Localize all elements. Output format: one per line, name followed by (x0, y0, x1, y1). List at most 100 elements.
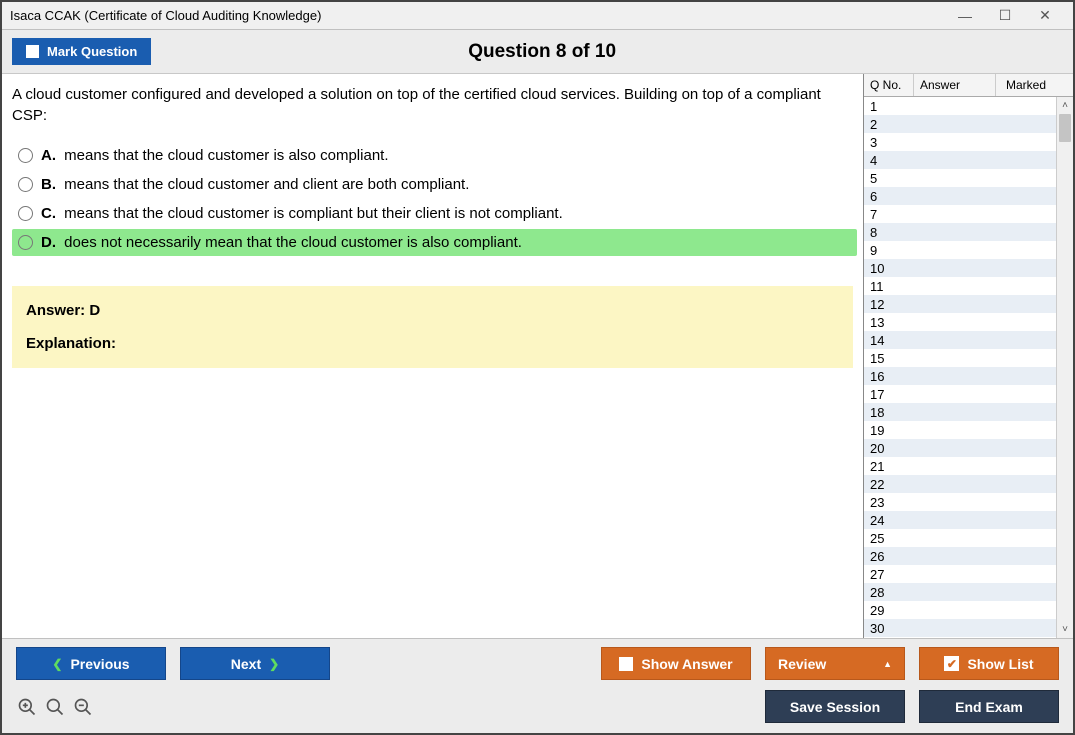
button-row-1: ❮ Previous Next ❯ Show Answer Review ▲ ✔… (16, 647, 1059, 680)
question-list[interactable]: 1234567891011121314151617181920212223242… (864, 97, 1056, 638)
list-item[interactable]: 19 (864, 421, 1056, 439)
list-item[interactable]: 4 (864, 151, 1056, 169)
list-item[interactable]: 21 (864, 457, 1056, 475)
triangle-up-icon: ▲ (883, 659, 892, 669)
mark-question-label: Mark Question (47, 44, 137, 59)
end-exam-label: End Exam (955, 699, 1023, 715)
list-item[interactable]: 24 (864, 511, 1056, 529)
list-item[interactable]: 7 (864, 205, 1056, 223)
row-number: 29 (864, 603, 914, 618)
zoom-in-icon[interactable] (16, 696, 38, 718)
row-number: 9 (864, 243, 914, 258)
row-number: 14 (864, 333, 914, 348)
footer: ❮ Previous Next ❯ Show Answer Review ▲ ✔… (2, 638, 1073, 733)
previous-label: Previous (70, 656, 129, 672)
list-item[interactable]: 25 (864, 529, 1056, 547)
list-item[interactable]: 28 (864, 583, 1056, 601)
list-item[interactable]: 15 (864, 349, 1056, 367)
list-item[interactable]: 12 (864, 295, 1056, 313)
row-number: 30 (864, 621, 914, 636)
col-marked: Marked (996, 74, 1056, 96)
header-bar: Mark Question Question 8 of 10 (2, 30, 1073, 74)
radio-icon (18, 206, 33, 221)
list-item[interactable]: 6 (864, 187, 1056, 205)
list-item[interactable]: 5 (864, 169, 1056, 187)
list-item[interactable]: 11 (864, 277, 1056, 295)
zoom-out-icon[interactable] (72, 696, 94, 718)
list-item[interactable]: 3 (864, 133, 1056, 151)
list-item[interactable]: 20 (864, 439, 1056, 457)
question-text: A cloud customer configured and develope… (12, 84, 857, 126)
choice-a[interactable]: A. means that the cloud customer is also… (12, 142, 857, 169)
window-title: Isaca CCAK (Certificate of Cloud Auditin… (10, 8, 945, 23)
row-number: 1 (864, 99, 914, 114)
row-number: 11 (864, 279, 914, 294)
row-number: 12 (864, 297, 914, 312)
button-row-2: Save Session End Exam (16, 690, 1059, 723)
body: A cloud customer configured and develope… (2, 74, 1073, 638)
row-number: 20 (864, 441, 914, 456)
radio-icon (18, 235, 33, 250)
choice-text: A. means that the cloud customer is also… (41, 147, 389, 164)
list-item[interactable]: 18 (864, 403, 1056, 421)
zoom-reset-icon[interactable] (44, 696, 66, 718)
scroll-thumb[interactable] (1059, 114, 1071, 142)
row-number: 23 (864, 495, 914, 510)
maximize-icon[interactable]: ☐ (985, 7, 1025, 24)
list-item[interactable]: 16 (864, 367, 1056, 385)
minimize-icon[interactable]: — (945, 8, 985, 24)
review-button[interactable]: Review ▲ (765, 647, 905, 680)
explanation-label: Explanation: (26, 335, 839, 352)
show-answer-button[interactable]: Show Answer (601, 647, 751, 680)
mark-question-button[interactable]: Mark Question (12, 38, 151, 65)
choice-c[interactable]: C. means that the cloud customer is comp… (12, 200, 857, 227)
row-number: 24 (864, 513, 914, 528)
zoom-controls (16, 696, 94, 718)
row-number: 3 (864, 135, 914, 150)
list-item[interactable]: 8 (864, 223, 1056, 241)
radio-icon (18, 177, 33, 192)
next-label: Next (231, 656, 261, 672)
close-icon[interactable]: ✕ (1025, 7, 1065, 24)
list-item[interactable]: 27 (864, 565, 1056, 583)
list-item[interactable]: 23 (864, 493, 1056, 511)
list-item[interactable]: 13 (864, 313, 1056, 331)
question-list-panel: Q No. Answer Marked 12345678910111213141… (863, 74, 1073, 638)
list-item[interactable]: 30 (864, 619, 1056, 637)
choice-text: C. means that the cloud customer is comp… (41, 205, 563, 222)
question-pane: A cloud customer configured and develope… (2, 74, 863, 638)
show-answer-label: Show Answer (641, 656, 732, 672)
col-answer: Answer (914, 74, 996, 96)
row-number: 27 (864, 567, 914, 582)
row-number: 6 (864, 189, 914, 204)
choice-d[interactable]: D. does not necessarily mean that the cl… (12, 229, 857, 256)
save-session-label: Save Session (790, 699, 880, 715)
row-number: 25 (864, 531, 914, 546)
list-item[interactable]: 2 (864, 115, 1056, 133)
list-item[interactable]: 10 (864, 259, 1056, 277)
next-button[interactable]: Next ❯ (180, 647, 330, 680)
chevron-left-icon: ❮ (52, 657, 62, 671)
scroll-up-icon[interactable]: ˄ (1057, 97, 1073, 114)
scrollbar[interactable]: ˄ ˅ (1056, 97, 1073, 638)
list-item[interactable]: 17 (864, 385, 1056, 403)
question-counter: Question 8 of 10 (151, 41, 1063, 63)
list-item[interactable]: 22 (864, 475, 1056, 493)
answer-box: Answer: D Explanation: (12, 286, 853, 368)
question-list-header: Q No. Answer Marked (864, 74, 1073, 97)
end-exam-button[interactable]: End Exam (919, 690, 1059, 723)
previous-button[interactable]: ❮ Previous (16, 647, 166, 680)
list-item[interactable]: 14 (864, 331, 1056, 349)
save-session-button[interactable]: Save Session (765, 690, 905, 723)
list-item[interactable]: 1 (864, 97, 1056, 115)
chevron-right-icon: ❯ (269, 657, 279, 671)
list-item[interactable]: 9 (864, 241, 1056, 259)
scroll-down-icon[interactable]: ˅ (1057, 621, 1073, 638)
row-number: 5 (864, 171, 914, 186)
show-list-button[interactable]: ✔ Show List (919, 647, 1059, 680)
choice-b[interactable]: B. means that the cloud customer and cli… (12, 171, 857, 198)
show-list-label: Show List (967, 656, 1033, 672)
row-number: 17 (864, 387, 914, 402)
list-item[interactable]: 26 (864, 547, 1056, 565)
list-item[interactable]: 29 (864, 601, 1056, 619)
